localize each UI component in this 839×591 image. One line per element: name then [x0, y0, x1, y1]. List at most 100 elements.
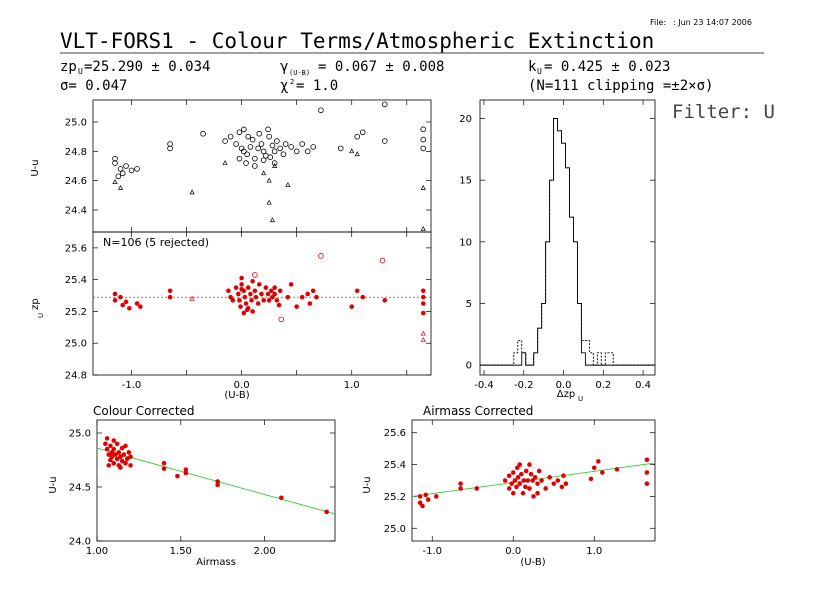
ac-ylabel: U-u: [362, 476, 373, 493]
data-point: [502, 478, 508, 483]
data-point-circle: [420, 145, 427, 152]
data-point-circle: [123, 163, 129, 169]
x-tick-label: 0.0: [505, 546, 521, 557]
zp-symbol: zp: [60, 59, 77, 75]
data-point: [111, 438, 117, 443]
data-point-triangle: [117, 184, 124, 190]
data-point: [269, 288, 274, 294]
data-point: [255, 301, 261, 306]
data-point: [559, 484, 565, 490]
data-point: [420, 294, 426, 300]
data-point-circle: [167, 145, 173, 152]
data-point: [106, 452, 112, 457]
data-point: [263, 285, 269, 290]
data-point: [233, 285, 239, 290]
data-point: [531, 494, 536, 499]
data-point: [124, 456, 130, 462]
data-point-circle: [310, 144, 316, 150]
data-point-triangle: [269, 217, 276, 223]
data-point: [274, 298, 280, 303]
data-point-circle: [167, 141, 173, 147]
data-point-circle: [252, 163, 258, 169]
data-point-triangle: [261, 170, 267, 176]
data-point: [111, 460, 117, 466]
data-point: [310, 288, 316, 294]
plot-colour-corrected: 24.0 24.5 25.0 1.00 1.50 2.00: [69, 419, 336, 557]
chi-value: = 1.0: [296, 78, 338, 94]
data-point: [138, 304, 143, 309]
y-tick-label: 25.6: [65, 243, 87, 254]
plot-colour-raw: 24.4 24.6 24.8 25.0: [65, 99, 432, 233]
y-tick-label: 24.4: [65, 206, 87, 217]
rejected-note: N=106 (5 rejected): [103, 236, 209, 249]
data-point: [104, 446, 110, 452]
data-point-circle: [243, 160, 249, 166]
data-point-circle: [359, 129, 366, 136]
top-ylabel: U-u: [30, 159, 41, 176]
y-tick-label: 24.0: [69, 537, 91, 548]
data-point-circle: [247, 144, 254, 150]
data-point: [123, 299, 129, 305]
y-tick-label: 25.0: [69, 428, 91, 439]
data-point: [417, 494, 423, 499]
data-point: [118, 454, 123, 460]
x-tick-label: -1.0: [422, 546, 442, 557]
data-point-triangle: [266, 199, 272, 205]
data-point: [104, 436, 110, 441]
data-point: [515, 465, 520, 471]
data-point: [252, 288, 258, 294]
data-point-triangle: [349, 148, 355, 154]
y-tick-label: 25.0: [65, 339, 87, 350]
plot-frame: [411, 419, 656, 542]
y-tick-label: 10: [459, 237, 472, 248]
data-point: [276, 302, 282, 308]
data-point: [324, 509, 329, 515]
data-point: [474, 486, 480, 491]
data-point: [305, 291, 310, 297]
x-tick-label: 2.00: [253, 546, 275, 557]
data-point: [600, 470, 605, 475]
gamma-symbol: γ: [280, 59, 288, 75]
x-tick-label: 1.0: [586, 546, 602, 557]
data-point: [285, 294, 291, 300]
rejected-point-triangle: [189, 295, 195, 301]
cc-title: Colour Corrected: [93, 404, 195, 418]
data-point: [250, 278, 255, 284]
y-tick-label: 24.6: [65, 176, 87, 187]
data-point: [561, 473, 566, 479]
y-tick-label: 25.2: [65, 307, 87, 318]
data-point-circle: [381, 101, 388, 108]
data-point: [523, 484, 528, 490]
data-point-triangle: [285, 182, 291, 187]
data-point: [506, 486, 512, 491]
data-point: [517, 462, 523, 467]
gamma-subscript: (U-B): [289, 69, 310, 77]
data-point: [543, 486, 548, 491]
data-point: [126, 450, 132, 455]
data-point: [226, 288, 231, 294]
data-point: [420, 503, 425, 509]
data-point: [128, 454, 133, 460]
gamma-value: = 0.067 ± 0.008: [318, 59, 444, 75]
data-point: [536, 468, 542, 474]
data-point: [113, 452, 118, 457]
data-point: [167, 288, 173, 294]
data-point-circle: [265, 126, 271, 133]
data-point: [596, 459, 601, 464]
data-point: [245, 305, 251, 311]
data-point-circle: [274, 138, 280, 144]
data-point-circle: [420, 136, 427, 143]
data-point-circle: [245, 133, 252, 140]
data-point-circle: [271, 160, 278, 166]
data-point-circle: [128, 167, 135, 174]
data-point-circle: [293, 148, 300, 155]
y-tick-label: 24.8: [65, 371, 87, 382]
data-point: [161, 466, 167, 471]
data-point-circle: [280, 151, 287, 158]
data-point: [277, 288, 283, 294]
data-point: [532, 475, 538, 480]
data-point: [272, 291, 277, 297]
data-point: [238, 304, 243, 309]
data-point-triangle: [222, 160, 228, 165]
